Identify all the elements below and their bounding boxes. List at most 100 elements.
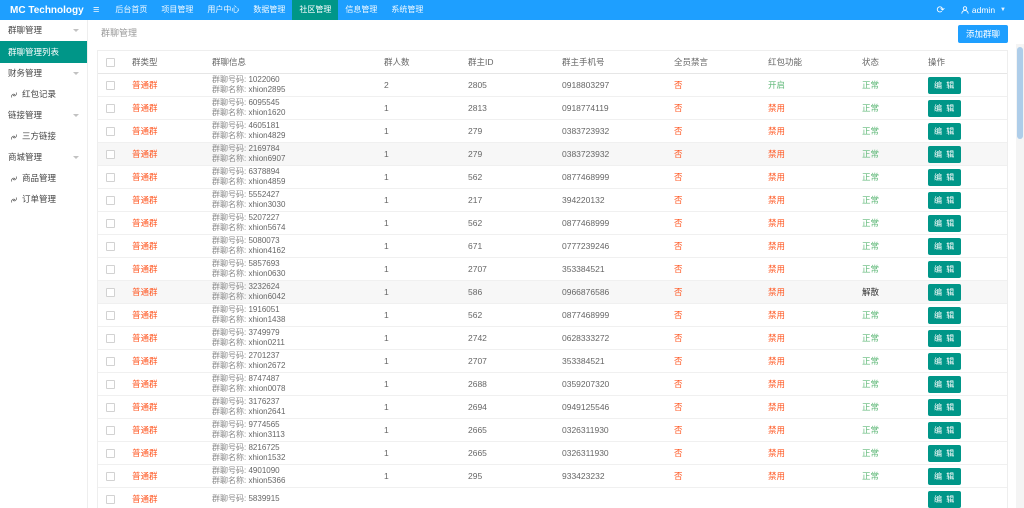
row-checkbox[interactable]: [106, 449, 115, 459]
table-row: 普通群 群聊号码: 6378894 群聊名称: xhion4859 1 562 08774…: [98, 165, 1007, 189]
mute-all-value: 否: [674, 241, 683, 251]
member-count: [376, 487, 460, 508]
edit-button[interactable]: 编 辑: [928, 237, 962, 255]
sidebar-item-finance[interactable]: 财务管理: [0, 63, 87, 84]
add-group-button[interactable]: 添加群聊: [957, 25, 1008, 43]
member-count: 1: [376, 418, 460, 442]
mute-all-value: 否: [674, 218, 683, 228]
owner-id: 2813: [460, 96, 554, 120]
owner-id: 2805: [460, 73, 554, 97]
owner-phone: 933423232: [554, 464, 666, 488]
group-name: xhion6042: [248, 292, 286, 301]
row-checkbox[interactable]: [106, 311, 115, 321]
group-type: 普通群: [132, 425, 158, 435]
row-checkbox[interactable]: [106, 403, 115, 413]
refresh-icon[interactable]: ⟳: [936, 4, 945, 16]
nav-item-home[interactable]: 后台首页: [115, 5, 148, 14]
edit-button[interactable]: 编 辑: [928, 283, 962, 301]
group-number: 8747487: [248, 374, 280, 383]
row-checkbox[interactable]: [106, 334, 115, 344]
group-number: 8216725: [248, 443, 280, 452]
edit-button[interactable]: 编 辑: [928, 168, 962, 186]
redpacket-value: 禁用: [768, 425, 786, 435]
owner-id: 295: [460, 464, 554, 488]
row-checkbox[interactable]: [106, 426, 115, 436]
col-header-owner-id: 群主ID: [460, 51, 554, 74]
sidebar-item-links[interactable]: 链接管理: [0, 105, 87, 126]
edit-button[interactable]: 编 辑: [928, 467, 962, 485]
redpacket-value: 禁用: [768, 241, 786, 251]
redpacket-value: 禁用: [768, 287, 786, 297]
edit-button[interactable]: 编 辑: [928, 214, 962, 232]
row-checkbox[interactable]: [106, 173, 115, 183]
row-checkbox[interactable]: [106, 242, 115, 252]
group-type: 普通群: [132, 310, 158, 320]
edit-button[interactable]: 编 辑: [928, 76, 962, 94]
sidebar-item-order-management[interactable]: 订单管理: [0, 189, 87, 210]
table-row: 普通群 群聊号码: 4901090 群聊名称: xhion5366 1 295 93342…: [98, 464, 1007, 488]
owner-id: 562: [460, 303, 554, 327]
table-row: 普通群 群聊号码: 1916051 群聊名称: xhion1438 1 562 08774…: [98, 303, 1007, 327]
owner-id: 2742: [460, 326, 554, 350]
group-number: 5839915: [248, 494, 280, 503]
edit-button[interactable]: 编 辑: [928, 421, 962, 439]
sidebar-item-product-management[interactable]: 商品管理: [0, 168, 87, 189]
select-all-checkbox[interactable]: [106, 58, 115, 68]
sidebar-item-group-chat[interactable]: 群聊管理: [0, 20, 87, 41]
user-menu[interactable]: admin ▼: [955, 5, 1012, 15]
mute-all-value: 否: [674, 425, 683, 435]
edit-button[interactable]: 编 辑: [928, 490, 962, 508]
hamburger-icon[interactable]: ≡: [93, 4, 100, 16]
edit-button[interactable]: 编 辑: [928, 352, 962, 370]
edit-button[interactable]: 编 辑: [928, 398, 962, 416]
nav-item-system[interactable]: 系统管理: [391, 5, 424, 14]
group-info: 群聊号码: 2701237 群聊名称: xhion2672: [212, 351, 286, 370]
mute-all-value: 否: [674, 402, 683, 412]
edit-button[interactable]: 编 辑: [928, 444, 962, 462]
table-row: 普通群 群聊号码: 2169784 群聊名称: xhion6907 1 279 03837…: [98, 142, 1007, 166]
sidebar-item-label: 群聊管理: [8, 25, 43, 35]
redpacket-value: 禁用: [768, 172, 786, 182]
row-checkbox[interactable]: [106, 380, 115, 390]
edit-button[interactable]: 编 辑: [928, 191, 962, 209]
group-info: 群聊号码: 5207227 群聊名称: xhion5674: [212, 213, 286, 232]
edit-button[interactable]: 编 辑: [928, 99, 962, 117]
table-row: 普通群 群聊号码: 1022060 群聊名称: xhion2895 2 2805 0918…: [98, 73, 1007, 97]
row-checkbox[interactable]: [106, 104, 115, 114]
row-checkbox[interactable]: [106, 288, 115, 298]
sidebar-item-third-party-links[interactable]: 三方链接: [0, 126, 87, 147]
nav-item-community[interactable]: 社区管理: [292, 0, 339, 20]
edit-button[interactable]: 编 辑: [928, 329, 962, 347]
row-checkbox[interactable]: [106, 472, 115, 482]
scrollbar-thumb[interactable]: [1017, 47, 1023, 139]
status-value: 正常: [862, 379, 880, 389]
edit-button[interactable]: 编 辑: [928, 260, 962, 278]
nav-item-user-center[interactable]: 用户中心: [207, 5, 240, 14]
nav-item-data[interactable]: 数据管理: [253, 5, 286, 14]
row-checkbox[interactable]: [106, 196, 115, 206]
sidebar-item-group-chat-list[interactable]: 群聊管理列表: [0, 41, 87, 63]
edit-button[interactable]: 编 辑: [928, 375, 962, 393]
scrollbar-track[interactable]: [1016, 44, 1024, 508]
row-checkbox[interactable]: [106, 150, 115, 160]
nav-item-project[interactable]: 项目管理: [161, 5, 194, 14]
caret-down-icon: ▼: [1000, 7, 1006, 13]
nav-item-info[interactable]: 信息管理: [345, 5, 378, 14]
group-info: 群聊号码: 9774565 群聊名称: xhion3113: [212, 420, 285, 439]
row-checkbox[interactable]: [106, 219, 115, 229]
sidebar-item-redpacket-records[interactable]: 红包记录: [0, 84, 87, 105]
row-checkbox[interactable]: [106, 265, 115, 275]
group-type: 普通群: [132, 195, 158, 205]
edit-button[interactable]: 编 辑: [928, 122, 962, 140]
row-checkbox[interactable]: [106, 127, 115, 137]
group-info: 群聊号码: 3176237 群聊名称: xhion2641: [212, 397, 286, 416]
row-checkbox[interactable]: [106, 495, 115, 505]
group-name: xhion1438: [248, 315, 286, 324]
edit-button[interactable]: 编 辑: [928, 145, 962, 163]
group-type: 普通群: [132, 333, 158, 343]
group-type: 普通群: [132, 241, 158, 251]
row-checkbox[interactable]: [106, 81, 115, 91]
sidebar-item-mall[interactable]: 商城管理: [0, 147, 87, 168]
edit-button[interactable]: 编 辑: [928, 306, 962, 324]
row-checkbox[interactable]: [106, 357, 115, 367]
